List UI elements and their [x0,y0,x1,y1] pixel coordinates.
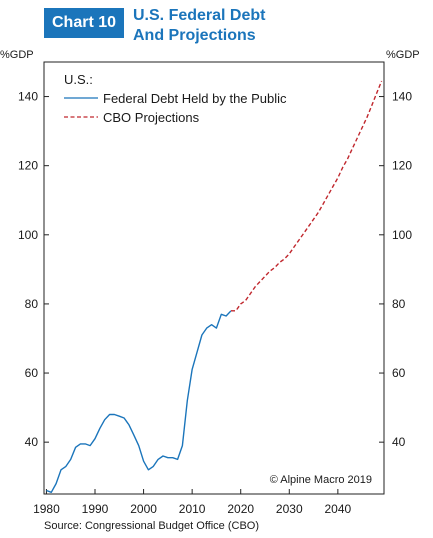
x-tick-label: 1990 [82,502,109,516]
y-tick-label-right: 120 [392,159,412,173]
plot-frame [43,61,385,495]
y-tick-label-right: 100 [392,228,412,242]
legend-label-historical: Federal Debt Held by the Public [103,91,287,106]
y-tick-label-right: 60 [392,366,406,380]
legend: U.S.: Federal Debt Held by the Public CB… [64,72,287,125]
chart-title-line-1: U.S. Federal Debt [133,7,266,24]
y-tick-label-right: 140 [392,90,412,104]
y-tick-label-left: 140 [18,90,38,104]
series-line-projection [231,80,383,312]
legend-label-projection: CBO Projections [103,110,200,125]
legend-title: U.S.: [64,72,93,87]
y-tick-label-right: 40 [392,435,406,449]
copyright-note: © Alpine Macro 2019 [270,474,372,486]
y-tick-label-left: 100 [18,228,38,242]
series-layer [46,80,383,493]
chart-number-badge: Chart 10 [44,8,124,38]
x-tick-label: 2040 [325,502,352,516]
x-tick-label: 2000 [130,502,157,516]
y-axis-label-right: %GDP [386,49,420,61]
y-tick-label-left: 40 [25,435,39,449]
y-tick-label-right: 80 [392,297,406,311]
chart-title-line-2: And Projections [133,27,256,44]
x-tick-label: 2010 [179,502,206,516]
chart-title: U.S. Federal Debt And Projections [133,6,265,46]
y-tick-label-left: 60 [25,366,39,380]
y-tick-label-left: 80 [25,297,39,311]
x-tick-label: 1980 [33,502,60,516]
x-tick-label: 2020 [227,502,254,516]
y-axis-label-left: %GDP [0,49,34,61]
y-tick-label-left: 120 [18,159,38,173]
series-line-historical [46,310,232,493]
x-tick-label: 2030 [276,502,303,516]
source-note: Source: Congressional Budget Office (CBO… [44,520,260,532]
axis-ticks: 1980 1990 2000 2010 2020 2030 2040 40 40 60 60 80 80… [18,90,412,516]
